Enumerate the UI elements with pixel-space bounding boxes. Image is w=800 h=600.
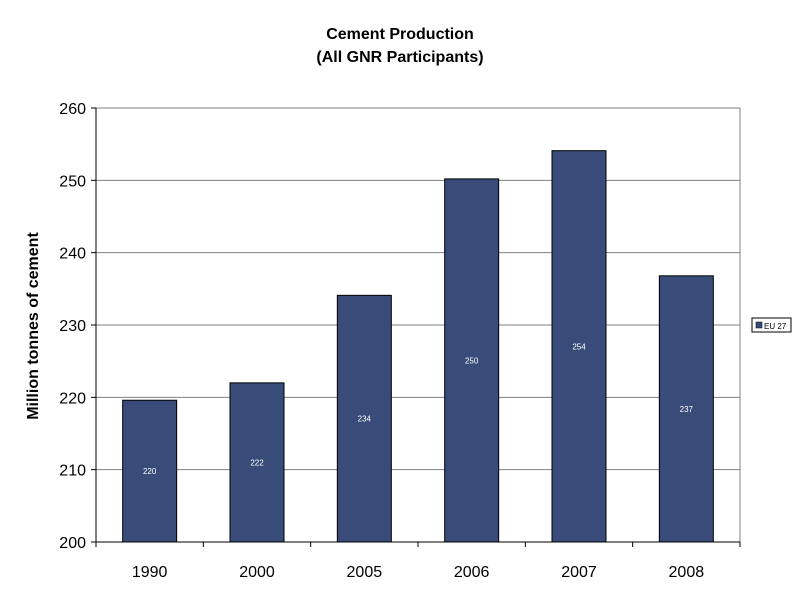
data-label-1990: 220: [143, 467, 157, 476]
data-label-2000: 222: [250, 458, 264, 467]
chart-title: Cement Production: [326, 26, 474, 43]
x-tick-label: 2006: [454, 564, 490, 581]
bar-2008: [658, 275, 714, 543]
bar-1990: [122, 399, 178, 543]
legend: EU 27: [751, 317, 792, 333]
y-tick-label: 250: [59, 173, 86, 190]
y-tick-label: 210: [59, 463, 86, 480]
data-labels: 220 222 234 250 254 237: [143, 342, 694, 476]
x-tick-label: 2008: [669, 564, 705, 581]
y-tick-label: 240: [59, 246, 86, 263]
data-label-2005: 234: [358, 415, 372, 424]
bar-2006: [444, 178, 500, 543]
x-tick-label: 1990: [132, 564, 168, 581]
bars: [122, 150, 714, 543]
bar-2005: [336, 294, 392, 543]
x-tick-label: 2007: [561, 564, 597, 581]
legend-entry-eu27: EU 27: [764, 322, 787, 331]
chart-subtitle: (All GNR Participants): [316, 49, 483, 66]
data-label-2006: 250: [465, 356, 479, 365]
x-tick-label: 2005: [347, 564, 383, 581]
legend-swatch: [755, 321, 763, 329]
axes: [91, 107, 741, 547]
bar-2007: [551, 150, 607, 543]
data-label-2007: 254: [572, 342, 586, 351]
y-axis-title: Million tonnes of cement: [25, 232, 42, 420]
data-label-2008: 237: [680, 405, 694, 414]
legend-box: [751, 317, 792, 333]
bar-2000: [229, 382, 285, 543]
gridlines: [96, 107, 741, 542]
y-tick-label: 200: [59, 535, 86, 552]
tick-labels: 200 210 220 230 240 250 260 1990 2000 2005 2006 200…: [59, 101, 704, 581]
y-tick-label: 220: [59, 390, 86, 407]
x-tick-label: 2000: [239, 564, 275, 581]
y-tick-label: 260: [59, 101, 86, 118]
y-tick-label: 230: [59, 318, 86, 335]
